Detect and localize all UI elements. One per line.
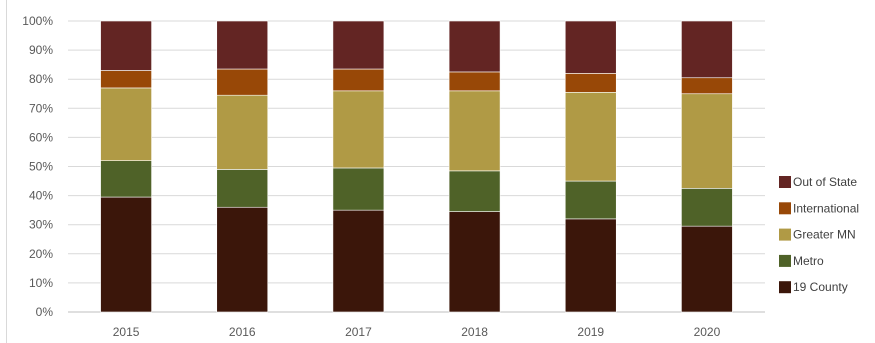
x-tick-label: 2016 bbox=[229, 325, 256, 339]
bar-segment-out-of-state bbox=[448, 20, 501, 73]
legend-item: Out of State bbox=[779, 175, 857, 189]
y-tick-label: 40% bbox=[29, 189, 53, 203]
bar-segment-greater-mn bbox=[332, 90, 385, 169]
bar-segment-greater-mn bbox=[216, 94, 269, 170]
bar-segment-greater-mn bbox=[448, 90, 501, 172]
bar-segment-international bbox=[448, 71, 501, 92]
legend-swatch bbox=[779, 228, 791, 241]
bar-segment-metro bbox=[332, 167, 385, 211]
y-tick-label: 30% bbox=[29, 218, 53, 232]
y-tick-label: 80% bbox=[29, 72, 53, 86]
bar-segment-international bbox=[564, 73, 617, 93]
legend-item: 19 County bbox=[779, 280, 848, 294]
bar-segment-19-county bbox=[564, 218, 617, 313]
y-tick-label: 60% bbox=[29, 130, 53, 144]
bar-segment-international bbox=[681, 77, 733, 95]
legend-swatch bbox=[779, 176, 791, 188]
legend-swatch bbox=[779, 202, 791, 215]
legend-item: Metro bbox=[779, 254, 824, 268]
x-tick-label: 2019 bbox=[577, 325, 604, 339]
bar-segment-19-county bbox=[216, 206, 269, 313]
bars bbox=[100, 20, 733, 313]
bar-segment-19-county bbox=[332, 209, 385, 313]
x-tick-label: 2017 bbox=[345, 325, 372, 339]
x-axis-ticks: 2015 2016 2017 2018 2019 2020 bbox=[113, 325, 721, 339]
legend-label: International bbox=[793, 201, 859, 215]
bar-segment-19-county bbox=[100, 196, 152, 313]
x-tick-label: 2018 bbox=[461, 325, 488, 339]
y-tick-label: 20% bbox=[29, 247, 53, 261]
bar-segment-international bbox=[332, 68, 385, 92]
bar-segment-international bbox=[100, 70, 152, 89]
y-axis-ticks: 0% 10% 20% 30% 40% 50% 60% 70% 80% 90% 100% bbox=[22, 14, 53, 319]
legend-swatch bbox=[779, 254, 791, 267]
y-tick-label: 50% bbox=[29, 160, 53, 174]
legend-label: Out of State bbox=[793, 175, 857, 189]
bar-segment-out-of-state bbox=[681, 20, 733, 79]
y-tick-label: 0% bbox=[36, 305, 54, 319]
bar-segment-out-of-state bbox=[332, 20, 385, 70]
bar-segment-greater-mn bbox=[681, 93, 733, 189]
bar-segment-out-of-state bbox=[100, 20, 152, 71]
gridlines bbox=[68, 20, 765, 313]
bar-segment-metro bbox=[564, 180, 617, 220]
legend-label: Metro bbox=[793, 254, 824, 268]
bar-segment-greater-mn bbox=[100, 87, 152, 161]
bar-segment-out-of-state bbox=[216, 20, 269, 70]
bar-segment-metro bbox=[448, 170, 501, 212]
x-tick-label: 2015 bbox=[113, 325, 140, 339]
bar-segment-out-of-state bbox=[564, 20, 617, 74]
x-tick-label: 2020 bbox=[694, 325, 721, 339]
legend-item: Greater MN bbox=[779, 228, 856, 242]
legend-label: Greater MN bbox=[793, 228, 856, 242]
legend-label: 19 County bbox=[793, 280, 848, 294]
bar-segment-metro bbox=[216, 169, 269, 208]
y-tick-label: 90% bbox=[29, 43, 53, 57]
bar-segment-19-county bbox=[681, 225, 733, 313]
bar-segment-metro bbox=[681, 188, 733, 227]
bar-segment-19-county bbox=[448, 211, 501, 313]
legend-item: International bbox=[779, 201, 859, 215]
bar-segment-metro bbox=[100, 160, 152, 198]
bar-segment-international bbox=[216, 68, 269, 96]
bar-segment-greater-mn bbox=[564, 91, 617, 182]
y-tick-label: 10% bbox=[29, 276, 53, 290]
legend: Out of State International Greater MN Metro… bbox=[779, 175, 859, 294]
y-tick-label: 100% bbox=[22, 14, 53, 28]
y-tick-label: 70% bbox=[29, 101, 53, 115]
legend-swatch bbox=[779, 281, 791, 294]
